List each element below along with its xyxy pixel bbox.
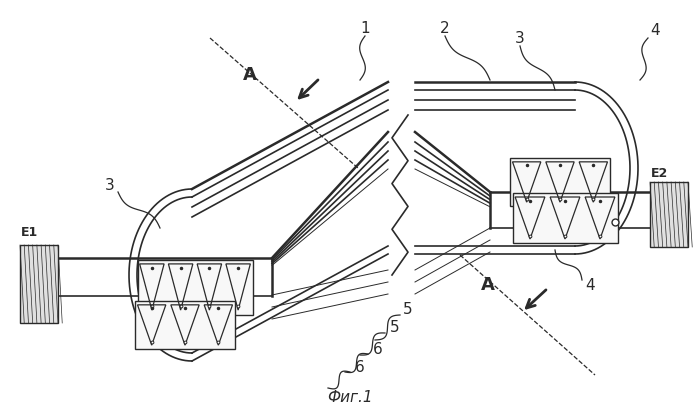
Text: E1: E1 <box>22 225 38 239</box>
Text: A: A <box>481 276 495 294</box>
Bar <box>650 182 688 247</box>
Bar <box>512 193 617 243</box>
Bar <box>137 260 253 314</box>
Text: Фиг.1: Фиг.1 <box>327 391 373 405</box>
Text: 1: 1 <box>360 21 370 35</box>
Text: 6: 6 <box>373 342 383 358</box>
Text: 3: 3 <box>105 178 115 192</box>
Bar <box>135 301 235 349</box>
Bar <box>20 245 58 323</box>
Text: 4: 4 <box>585 278 595 293</box>
Text: 3: 3 <box>515 30 525 45</box>
Bar <box>510 158 610 206</box>
Text: 5: 5 <box>390 321 400 335</box>
Text: 2: 2 <box>440 21 450 35</box>
Text: E2: E2 <box>652 166 668 180</box>
Text: 4: 4 <box>650 23 660 37</box>
Text: A: A <box>243 66 257 84</box>
Text: 6: 6 <box>355 360 365 375</box>
Text: 5: 5 <box>403 302 413 318</box>
